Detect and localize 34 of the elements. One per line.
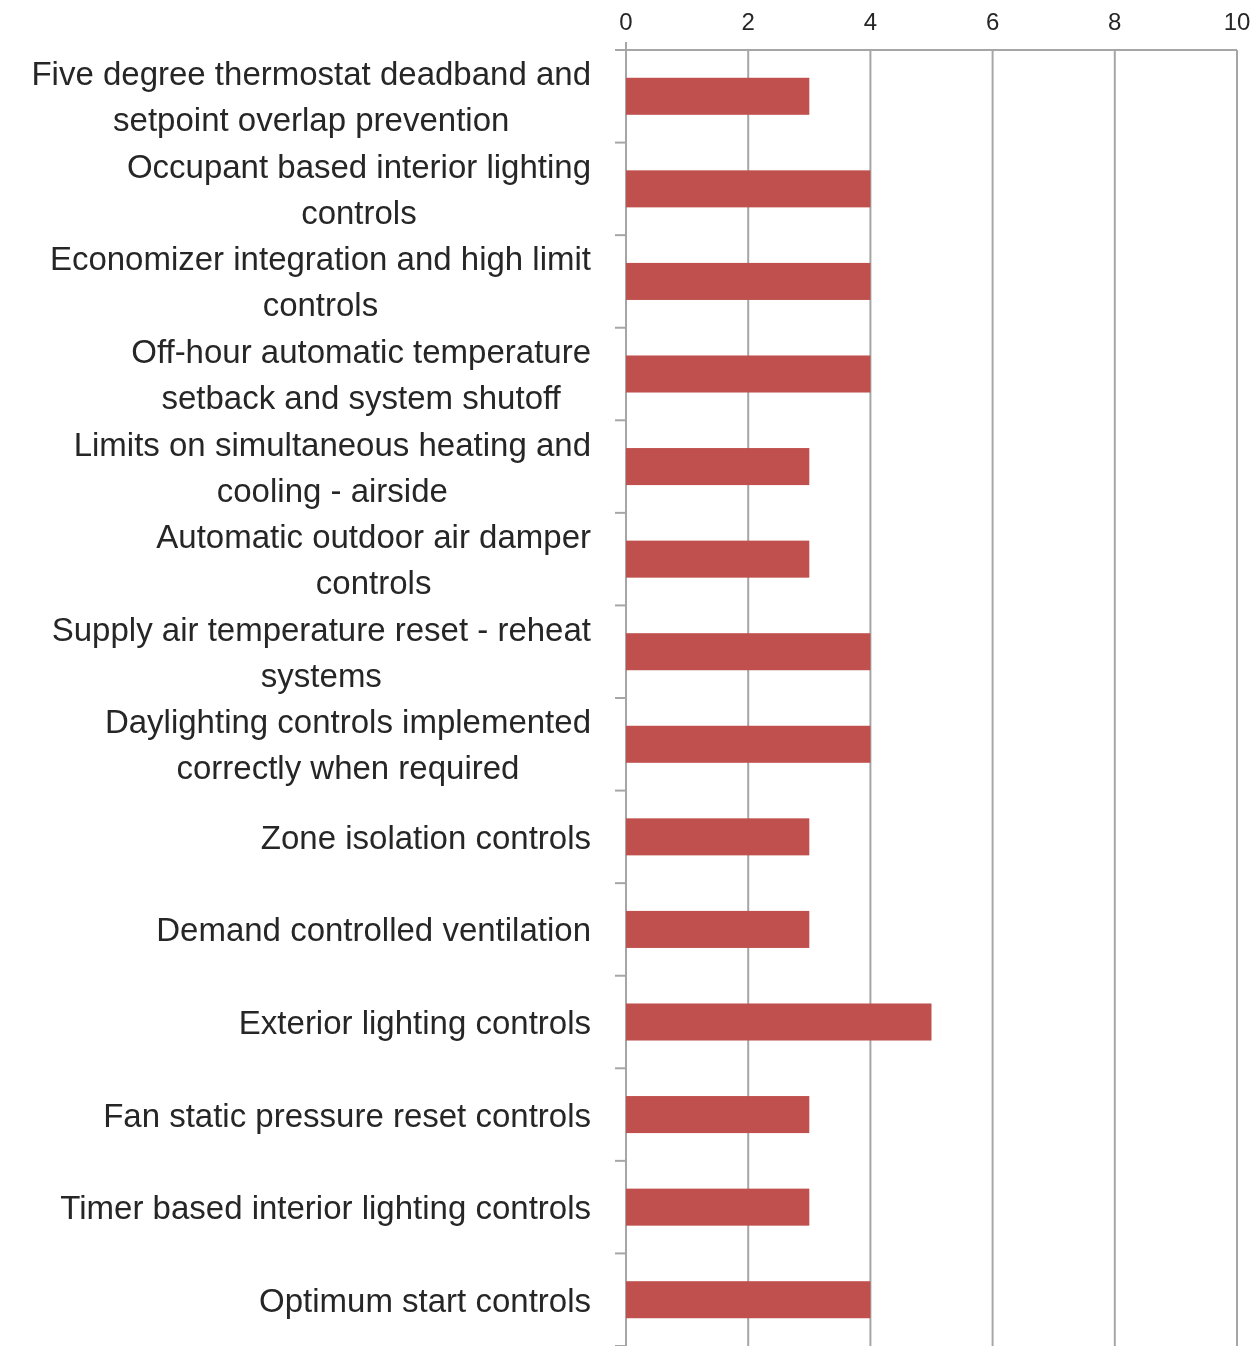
- y-tick-label: Daylighting controls implemented correctly when required: [104, 702, 591, 786]
- y-tick-label: Automatic outdoor air damper controls: [156, 517, 592, 601]
- x-tick-label: 10: [1223, 8, 1251, 35]
- y-tick-label: Exterior lighting controls: [238, 1003, 591, 1041]
- x-tick-label: 6: [985, 8, 1000, 35]
- bar: [626, 725, 871, 763]
- y-tick-label: Timer based interior lighting controls: [60, 1188, 592, 1226]
- y-tick-label: Supply air temperature reset - reheat systems: [51, 610, 591, 694]
- y-tick-label: Optimum start controls: [259, 1281, 591, 1319]
- bar: [626, 355, 871, 393]
- bar: [626, 1003, 932, 1041]
- x-tick-label: 8: [1108, 8, 1122, 35]
- bar: [626, 170, 871, 208]
- bar: [626, 818, 810, 856]
- bar: [626, 540, 810, 578]
- y-tick-label: Demand controlled ventilation: [156, 910, 592, 948]
- y-tick-label: Fan static pressure reset controls: [103, 1096, 592, 1134]
- bar: [626, 262, 871, 300]
- y-tick-label: Economizer integration and high limit controls: [49, 239, 591, 323]
- bar: [626, 910, 810, 948]
- bar: [626, 448, 810, 486]
- y-tick-label: Limits on simultaneous heating and cooling - airside: [73, 425, 592, 509]
- x-tick-label: 2: [741, 8, 755, 35]
- bar: [626, 1096, 810, 1134]
- bar: [626, 633, 871, 671]
- bar: [626, 77, 810, 115]
- y-tick-label: Off-hour automatic temperature setback and system shutoff: [131, 332, 591, 416]
- x-tick-label: 0: [619, 8, 633, 35]
- bar: [626, 1281, 871, 1319]
- bar: [626, 1188, 810, 1226]
- x-tick-label: 4: [863, 8, 878, 35]
- y-tick-label: Zone isolation controls: [260, 818, 592, 856]
- y-tick-label: Occupant based interior lighting controls: [126, 147, 592, 231]
- y-tick-label: Five degree thermostat deadband and setpoint overlap prevention: [31, 54, 592, 138]
